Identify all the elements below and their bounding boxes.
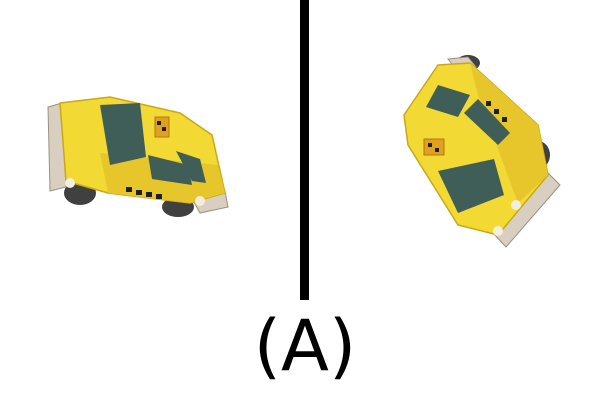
taxi-right-icon [403, 55, 561, 248]
center-divider [300, 0, 309, 300]
taxi-left-icon [47, 96, 229, 217]
panel-caption: (A) [253, 305, 357, 387]
